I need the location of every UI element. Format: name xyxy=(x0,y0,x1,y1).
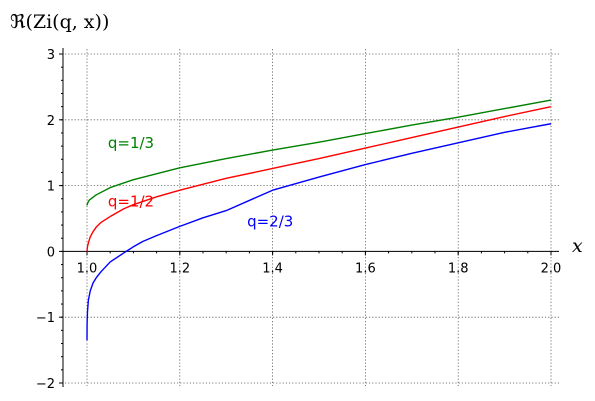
y-tick-label-5: 3 xyxy=(47,48,55,63)
y-tick-label-0: −2 xyxy=(36,377,55,392)
y-tick-label-3: 1 xyxy=(47,180,55,195)
x-tick-label-5: 2.0 xyxy=(541,261,562,276)
x-axis-title: x xyxy=(572,235,583,257)
x-tick-label-0: 1.0 xyxy=(77,261,98,276)
series-label-3: q=2/3 xyxy=(247,212,293,230)
annotations: q=1/3 q=1/2 q=2/3 xyxy=(108,134,293,230)
x-tick-label-1: 1.2 xyxy=(169,261,190,276)
series-line-2 xyxy=(86,105,552,252)
x-tick-label-3: 1.6 xyxy=(355,261,376,276)
series-line-1 xyxy=(86,99,552,206)
series-line-3 xyxy=(86,123,552,341)
y-tick-label-1: −1 xyxy=(36,311,55,326)
x-tick-label-4: 1.8 xyxy=(448,261,469,276)
series-label-2: q=1/2 xyxy=(108,193,154,211)
x-tick-label-2: 1.4 xyxy=(262,261,283,276)
y-axis-title: ℜ(Zi(q, x)) xyxy=(10,11,109,33)
grid xyxy=(65,49,559,386)
axes: 1.0 1.2 1.4 1.6 1.8 2.0 −2 −1 0 1 2 3 xyxy=(36,48,562,392)
series-label-1: q=1/3 xyxy=(108,134,154,152)
y-tick-label-2: 0 xyxy=(47,245,55,260)
y-tick-label-4: 2 xyxy=(47,114,55,129)
series-lines xyxy=(86,99,552,341)
